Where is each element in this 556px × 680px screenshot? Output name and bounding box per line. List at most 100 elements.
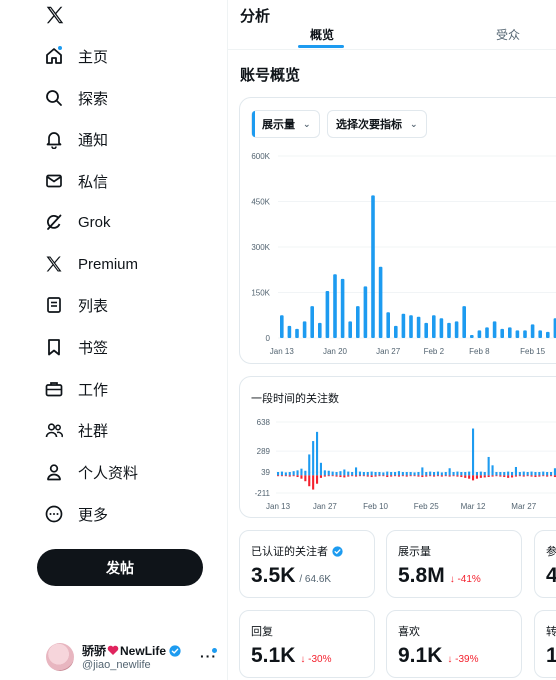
stat-card-verified-followers[interactable]: 已认证的关注者 3.5K/ 64.6K	[239, 530, 375, 598]
home-icon	[44, 45, 64, 66]
stat-label: 回复	[251, 626, 273, 638]
follower-loss-bar	[546, 475, 549, 477]
impressions-bar	[409, 315, 413, 338]
follower-gain-bar	[277, 472, 280, 476]
follower-gain-bar	[440, 472, 443, 476]
sidebar-item-bookmarks[interactable]: 书签	[44, 332, 108, 362]
follower-loss-bar	[331, 475, 334, 477]
page-title: 分析	[240, 8, 271, 25]
stat-value-row: 3.5K/ 64.6K	[251, 564, 331, 588]
impressions-bar	[530, 324, 535, 338]
secondary-metric-dropdown[interactable]: 选择次要指标 ⌄	[327, 110, 427, 138]
follower-loss-bar	[468, 475, 471, 479]
list-icon	[44, 295, 64, 315]
x-tick-label: Feb 25	[414, 502, 439, 511]
sidebar-item-explore[interactable]: 探索	[44, 83, 108, 113]
follower-loss-bar	[460, 475, 463, 478]
community-icon	[44, 420, 64, 440]
sidebar: 主页 探索 通知 私信 Grok Premium 列表	[0, 0, 228, 680]
follower-gain-bar	[335, 472, 338, 476]
follower-loss-bar	[475, 475, 478, 479]
follower-gain-bar	[538, 472, 541, 476]
impressions-bar	[546, 331, 550, 338]
follower-gain-bar	[374, 472, 377, 476]
sidebar-item-notifications[interactable]: 通知	[44, 124, 108, 154]
y-tick-label: -211	[255, 489, 271, 498]
follower-loss-bar	[487, 475, 490, 478]
follower-gain-bar	[284, 472, 287, 476]
stat-card-replies[interactable]: 回复 5.1K ↓ -30%	[239, 610, 375, 678]
follower-gain-bar	[405, 472, 408, 476]
follower-loss-bar	[300, 475, 303, 479]
account-switcher[interactable]: 骄骄 NewLife @jiao_newlife ···	[46, 640, 221, 674]
follower-gain-bar	[514, 466, 517, 476]
sidebar-item-label: Grok	[78, 213, 111, 231]
verified-badge-icon	[169, 644, 181, 657]
impressions-bar	[432, 315, 436, 338]
follower-gain-bar	[475, 472, 478, 476]
stat-value: 9.1K	[398, 644, 443, 667]
follower-gain-bar	[296, 470, 299, 476]
heart-icon	[107, 645, 119, 655]
x-logo-icon	[44, 254, 64, 274]
follower-loss-bar	[436, 475, 439, 477]
follower-loss-bar	[421, 475, 424, 478]
follower-gain-bar	[409, 472, 412, 476]
follower-gain-bar	[417, 472, 420, 476]
follower-loss-bar	[405, 475, 408, 477]
stat-value: 5.1K	[251, 644, 296, 667]
section-title: 账号概览	[240, 67, 301, 84]
sidebar-item-label: 更多	[78, 506, 109, 524]
follower-gain-bar	[378, 472, 381, 476]
follower-loss-bar	[374, 475, 377, 477]
tab-audience[interactable]: 受众	[496, 28, 521, 42]
follower-loss-bar	[319, 475, 322, 478]
follower-loss-bar	[362, 475, 365, 477]
stat-card-engagement[interactable]: 参 4	[534, 530, 556, 598]
follower-gain-bar	[370, 471, 373, 476]
follower-gain-bar	[534, 472, 537, 476]
follower-loss-bar	[339, 475, 342, 478]
impressions-bar	[424, 322, 428, 338]
follower-loss-bar	[472, 475, 475, 481]
x-logo-icon[interactable]	[44, 4, 66, 26]
impressions-bar	[318, 322, 322, 338]
grok-icon	[44, 212, 64, 232]
follower-gain-bar	[448, 468, 451, 476]
sidebar-item-more[interactable]: 更多	[44, 499, 108, 529]
post-button[interactable]: 发帖	[37, 549, 203, 586]
sidebar-item-profile[interactable]: 个人资料	[44, 457, 138, 487]
verified-badge-icon	[332, 545, 343, 557]
follower-loss-bar	[366, 475, 369, 477]
follower-gain-bar	[452, 472, 455, 476]
sidebar-item-jobs[interactable]: 工作	[44, 374, 108, 404]
sidebar-item-lists[interactable]: 列表	[44, 290, 108, 320]
follower-loss-bar	[433, 475, 436, 477]
stat-card-impressions[interactable]: 展示量 5.8M ↓ -41%	[386, 530, 522, 598]
sidebar-item-home[interactable]: 主页	[44, 41, 108, 71]
tab-overview[interactable]: 概览	[310, 28, 335, 42]
follower-loss-bar	[429, 475, 432, 477]
sidebar-item-communities[interactable]: 社群	[44, 415, 108, 445]
impressions-bar	[325, 290, 330, 338]
follower-gain-bar	[436, 471, 439, 476]
follower-loss-bar	[514, 475, 517, 477]
follower-loss-bar	[409, 475, 412, 477]
follower-gain-bar	[491, 465, 494, 476]
sidebar-item-premium[interactable]: Premium	[44, 249, 138, 279]
stat-card-reposts[interactable]: 转 1	[534, 610, 556, 678]
stat-card-likes[interactable]: 喜欢 9.1K ↓ -39%	[386, 610, 522, 678]
follower-gain-bar	[526, 472, 529, 476]
sidebar-item-grok[interactable]: Grok	[44, 207, 111, 237]
chevron-down-icon: ⌄	[410, 118, 418, 129]
follower-loss-bar	[522, 475, 525, 477]
follower-gain-bar	[553, 468, 556, 476]
sidebar-item-messages[interactable]: 私信	[44, 166, 108, 196]
chart-title: 一段时间的关注数	[251, 393, 339, 405]
x-tick-label: Jan 20	[323, 347, 348, 356]
metric-dropdown[interactable]: 展示量 ⌄	[251, 110, 320, 138]
follower-loss-bar	[390, 475, 393, 477]
follower-gain-bar	[507, 471, 510, 476]
follower-loss-bar	[394, 475, 397, 477]
x-tick-label: Jan 27	[376, 347, 401, 356]
